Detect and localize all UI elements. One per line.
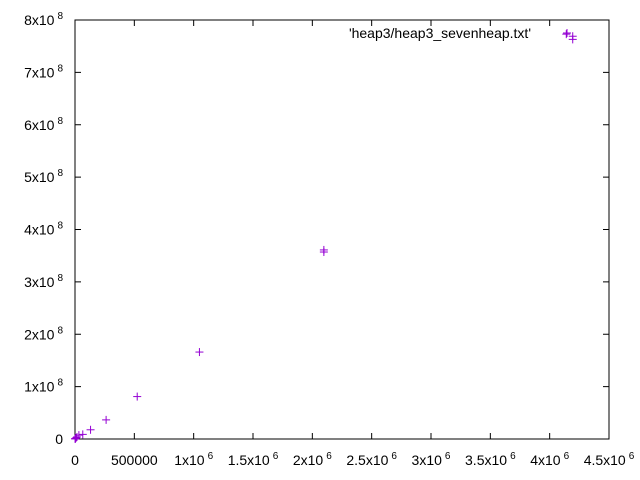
- y-tick-label: 8x10 8: [24, 11, 63, 28]
- data-point: [195, 348, 204, 357]
- y-tick-exponent: 8: [57, 221, 63, 232]
- data-point: [74, 431, 83, 440]
- x-tick-mantissa: 0: [71, 452, 79, 468]
- x-tick-label: 3.5x10 6: [465, 451, 516, 468]
- y-tick-mantissa: 4x10: [24, 222, 55, 238]
- y-tick-label: 0: [55, 431, 63, 447]
- y-tick-label: 7x10 8: [24, 63, 63, 80]
- x-tick-label: 4.5x10 6: [584, 451, 635, 468]
- x-tick-mantissa: 1x10: [174, 452, 205, 468]
- x-tick-mantissa: 1.5x10: [228, 452, 270, 468]
- data-series: [71, 30, 577, 443]
- y-tick-mantissa: 7x10: [24, 64, 55, 80]
- y-tick-mantissa: 5x10: [24, 169, 55, 185]
- x-tick-mantissa: 4.5x10: [584, 452, 626, 468]
- x-tick-exponent: 6: [445, 451, 451, 462]
- y-tick-label: 6x10 8: [24, 116, 63, 133]
- x-tick-mantissa: 500000: [111, 452, 158, 468]
- y-tick-exponent: 8: [57, 273, 63, 284]
- x-tick-label: 2x10 6: [293, 451, 332, 468]
- x-tick-exponent: 6: [326, 451, 332, 462]
- data-point: [78, 430, 87, 439]
- x-tick-mantissa: 3x10: [412, 452, 443, 468]
- x-tick-exponent: 6: [273, 451, 279, 462]
- y-tick-mantissa: 3x10: [24, 274, 55, 290]
- y-tick-label: 5x10 8: [24, 168, 63, 185]
- x-tick-label: 3x10 6: [412, 451, 451, 468]
- data-point: [568, 32, 577, 41]
- x-tick-mantissa: 2x10: [293, 452, 324, 468]
- y-tick-mantissa: 6x10: [24, 117, 55, 133]
- data-point: [319, 245, 328, 254]
- data-point: [133, 392, 142, 401]
- y-tick-mantissa: 8x10: [24, 12, 55, 28]
- x-tick-label: 4x10 6: [530, 451, 569, 468]
- y-tick-exponent: 8: [57, 168, 63, 179]
- x-tick-exponent: 6: [208, 451, 214, 462]
- y-tick-label: 2x10 8: [24, 325, 63, 342]
- data-point: [562, 30, 571, 39]
- x-tick-mantissa: 2.5x10: [346, 452, 388, 468]
- legend-marker-plus: [563, 29, 571, 37]
- x-tick-mantissa: 4x10: [530, 452, 561, 468]
- x-tick-exponent: 6: [391, 451, 397, 462]
- x-tick-mantissa: 3.5x10: [465, 452, 507, 468]
- x-tick-label: 1.5x10 6: [228, 451, 279, 468]
- x-tick-label: 1x10 6: [174, 451, 213, 468]
- data-point: [102, 415, 111, 424]
- y-tick-exponent: 8: [57, 11, 63, 22]
- legend: 'heap3/heap3_sevenheap.txt': [349, 25, 571, 41]
- y-tick-mantissa: 2x10: [24, 326, 55, 342]
- x-axis: 0 500000 1x10 6 1.5x10 6 2x10 6 2.5x10 6 3x10 6 3.5x…: [71, 20, 635, 468]
- data-point: [86, 425, 95, 434]
- y-tick-exponent: 8: [57, 325, 63, 336]
- y-tick-label: 4x10 8: [24, 221, 63, 238]
- y-tick-exponent: 8: [57, 116, 63, 127]
- x-tick-exponent: 6: [564, 451, 570, 462]
- legend-label: 'heap3/heap3_sevenheap.txt': [349, 25, 531, 41]
- y-tick-mantissa: 0: [55, 431, 63, 447]
- y-tick-label: 1x10 8: [24, 378, 63, 395]
- y-tick-exponent: 8: [57, 63, 63, 74]
- x-tick-label: 2.5x10 6: [346, 451, 397, 468]
- x-tick-exponent: 6: [510, 451, 516, 462]
- x-tick-label: 500000: [111, 452, 158, 468]
- legend-marker: [563, 29, 571, 37]
- y-tick-exponent: 8: [57, 378, 63, 389]
- data-point: [72, 433, 81, 442]
- x-tick-label: 0: [71, 452, 79, 468]
- y-tick-mantissa: 1x10: [24, 379, 55, 395]
- x-tick-exponent: 6: [629, 451, 635, 462]
- y-tick-label: 3x10 8: [24, 273, 63, 290]
